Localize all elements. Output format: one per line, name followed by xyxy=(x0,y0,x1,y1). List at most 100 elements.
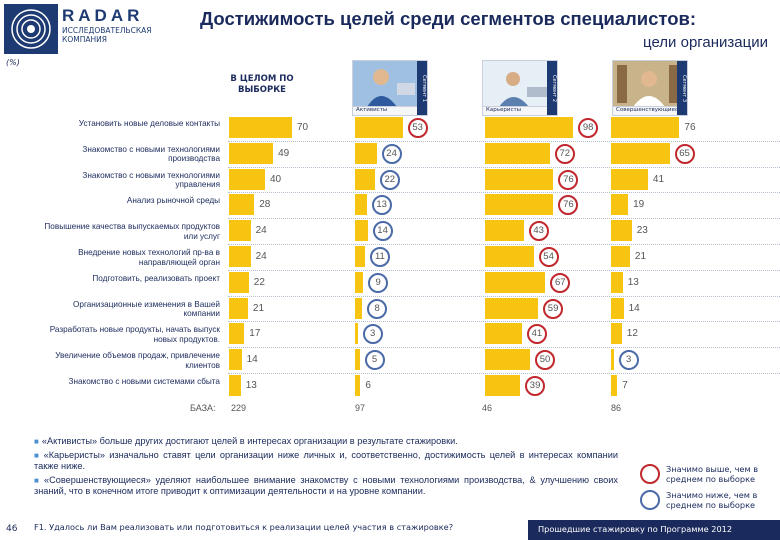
data-label: 19 xyxy=(633,199,645,211)
data-label: 24 xyxy=(255,251,267,262)
category-label: Установить новые деловые контакты xyxy=(78,119,220,128)
category-label: Знакомство с новыми технологиями управле… xyxy=(82,170,220,190)
data-label: 17 xyxy=(249,328,261,340)
row-divider xyxy=(228,244,780,245)
data-label: 39 xyxy=(525,376,546,396)
data-label: 72 xyxy=(554,143,575,164)
bar xyxy=(229,142,274,164)
data-label: 22 xyxy=(253,276,265,288)
bar xyxy=(355,117,403,138)
data-label: 41 xyxy=(526,324,547,345)
row-divider xyxy=(228,321,780,323)
base-label: БАЗА: xyxy=(190,402,216,413)
bar xyxy=(611,220,632,242)
data-label: 7 xyxy=(622,380,628,391)
bar xyxy=(355,194,367,216)
row-divider xyxy=(228,166,780,168)
logo-subtitle: ИССЛЕДОВАТЕЛЬСКАЯ КОМПАНИЯ xyxy=(62,26,152,44)
data-label: 53 xyxy=(407,118,428,138)
data-label: 24 xyxy=(381,143,402,164)
page-subtitle: цели организации xyxy=(643,34,768,51)
bar xyxy=(611,375,618,396)
person-image-icon xyxy=(483,61,557,107)
red-circle-icon xyxy=(640,464,660,484)
category-label: Организационные изменения в Вашей компан… xyxy=(73,299,220,319)
row-divider xyxy=(228,269,780,271)
data-label: 14 xyxy=(372,221,393,242)
bar xyxy=(485,194,554,216)
logo-text: RADAR xyxy=(62,6,144,25)
bar xyxy=(355,271,364,293)
unit-label: (%) xyxy=(6,58,20,67)
bar xyxy=(485,349,530,371)
data-label: 13 xyxy=(245,380,257,391)
radar-logo-icon xyxy=(4,4,58,54)
bar xyxy=(355,220,368,242)
bar xyxy=(355,168,375,190)
bar xyxy=(485,271,546,293)
row-divider xyxy=(228,295,780,297)
category-label: Анализ рыночной среды xyxy=(126,196,220,206)
bar xyxy=(229,220,251,242)
segment-1-caption: Активисты xyxy=(353,106,427,115)
base-value: 97 xyxy=(355,402,366,413)
bar xyxy=(229,375,241,396)
finding-item: ■ «Совершенствующиеся» уделяют наибольшее… xyxy=(34,474,618,497)
data-label: 28 xyxy=(259,199,271,211)
bar xyxy=(485,323,522,345)
row-divider xyxy=(228,347,780,349)
footer: 46 F1. Удалось ли Вам реализовать или по… xyxy=(0,514,780,540)
header: RADAR ИССЛЕДОВАТЕЛЬСКАЯ КОМПАНИЯ Достижи… xyxy=(0,0,780,58)
bar xyxy=(229,271,249,293)
data-label: 5 xyxy=(364,350,385,371)
overall-column-label: В ЦЕЛОМ ПО ВЫБОРКЕ xyxy=(230,74,294,95)
data-label: 11 xyxy=(369,247,390,267)
data-label: 98 xyxy=(578,118,599,138)
data-label: 76 xyxy=(558,195,579,216)
data-label: 22 xyxy=(379,169,400,190)
question-text: F1. Удалось ли Вам реализовать или подго… xyxy=(34,522,454,532)
bar xyxy=(229,246,251,267)
bar xyxy=(229,117,292,138)
bar xyxy=(611,168,648,190)
category-label: Увеличение объемов продаж, привлечение к… xyxy=(55,351,220,370)
bar xyxy=(229,194,255,216)
data-label: 43 xyxy=(528,221,549,242)
data-label: 76 xyxy=(684,122,696,133)
findings-list: ■ «Активисты» больше других достигают цел… xyxy=(34,436,618,500)
data-label: 13 xyxy=(371,195,392,216)
data-label: 23 xyxy=(636,225,648,237)
category-label: Подготовить, реализовать проект xyxy=(92,273,220,283)
category-label: Повышение качества выпускаемых продуктов… xyxy=(44,222,220,241)
legend-below: Значимо ниже, чем в среднем по выборке xyxy=(640,490,780,512)
data-label: 21 xyxy=(634,251,647,262)
row-divider xyxy=(228,192,780,194)
bar xyxy=(355,349,360,371)
bar xyxy=(611,271,623,293)
blue-circle-icon xyxy=(640,490,660,510)
bar xyxy=(229,323,245,345)
bar xyxy=(485,246,534,267)
segment-3-caption: Совершенствующиеся xyxy=(613,106,687,115)
bar xyxy=(485,220,524,242)
data-label: 12 xyxy=(626,328,638,340)
bar xyxy=(355,297,363,319)
bar xyxy=(355,375,361,396)
base-value: 229 xyxy=(231,402,247,413)
segment-2-side: Сегмент 2 xyxy=(547,61,557,115)
segment-2-caption: Карьеристы xyxy=(483,106,557,115)
data-label: 49 xyxy=(278,147,290,159)
base-value: 46 xyxy=(482,402,493,413)
data-label: 67 xyxy=(550,272,571,293)
bullet-square-icon: ■ xyxy=(34,450,41,460)
data-label: 65 xyxy=(674,143,695,164)
data-label: 50 xyxy=(535,350,555,371)
legend-above: Значимо выше, чем в среднем по выборке xyxy=(640,464,780,486)
data-label: 8 xyxy=(367,298,388,319)
bar xyxy=(229,297,248,319)
sample-label: Прошедшие стажировку по Программе 2012 xyxy=(528,520,780,540)
data-label: 3 xyxy=(362,324,383,345)
data-label: 14 xyxy=(246,354,258,366)
data-label: 41 xyxy=(652,173,665,185)
bar xyxy=(611,194,629,216)
